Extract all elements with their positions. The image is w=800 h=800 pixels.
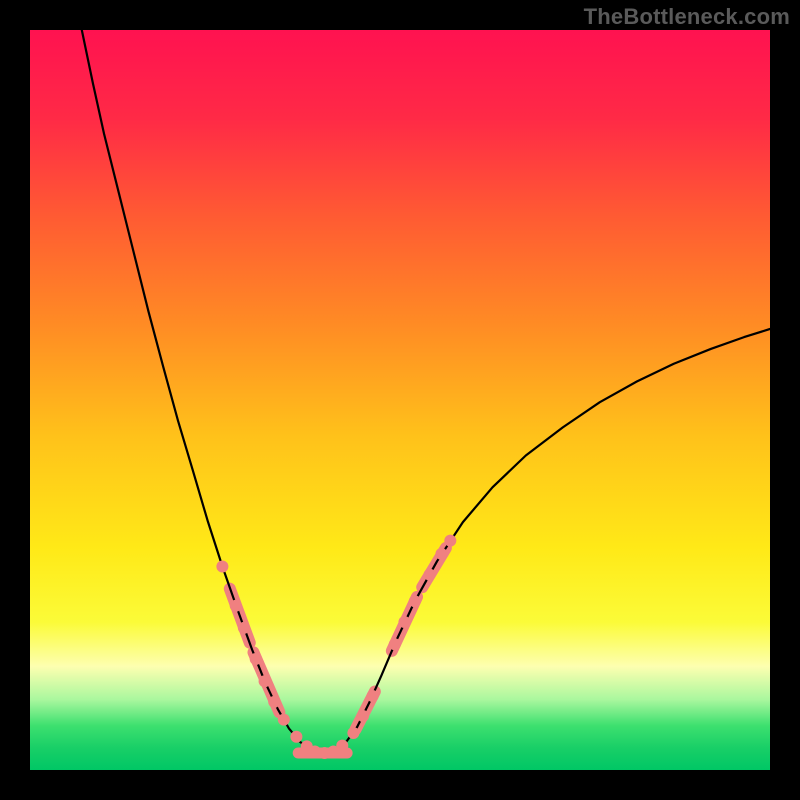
watermark-label: TheBottleneck.com [584, 4, 790, 30]
gradient-background [30, 30, 770, 770]
outer-frame: TheBottleneck.com [0, 0, 800, 800]
bottleneck-curve-chart [30, 30, 770, 770]
